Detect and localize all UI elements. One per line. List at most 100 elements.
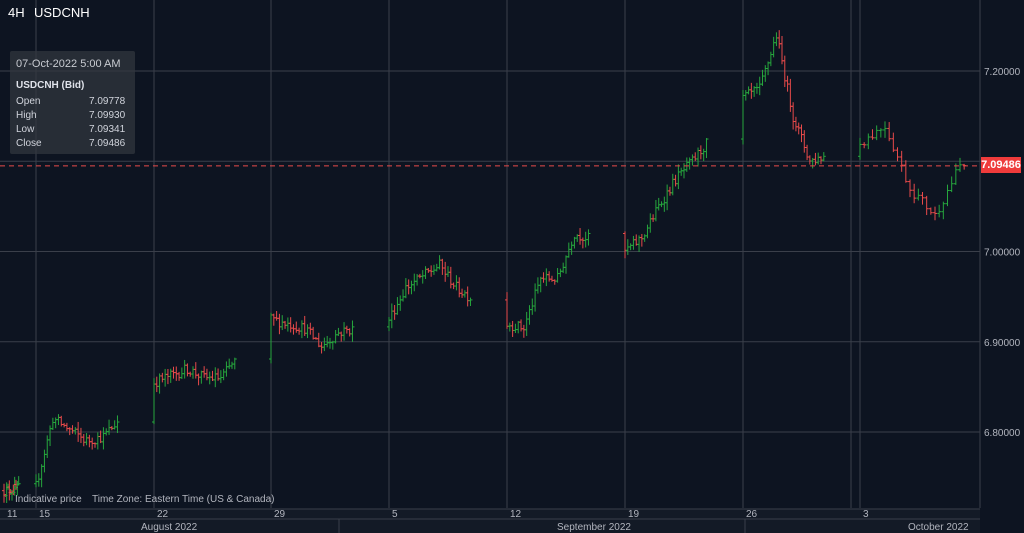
ohlc-bar: [81, 434, 86, 447]
ohlc-bar: [115, 415, 120, 434]
ohlc-bar: [152, 378, 156, 425]
ohlc-bar: [84, 433, 89, 446]
ohlc-bar: [269, 312, 273, 364]
ohlc-bar: [347, 328, 352, 337]
ohlc-bar: [308, 322, 313, 335]
ohlc-bar: [858, 137, 862, 160]
ohlc-bar: [232, 357, 237, 370]
ohlc-bar: [510, 320, 515, 337]
ohlc-bar: [446, 266, 450, 278]
ohlc-bar: [866, 133, 871, 150]
ohlc-bar: [409, 280, 414, 295]
ohlc-bar: [805, 144, 810, 161]
current-price-tag: 7.09486: [981, 157, 1021, 173]
y-tick-label: 6.90000: [984, 338, 1021, 349]
x-tick-label: 12: [510, 509, 522, 520]
ohlc-open-value: 7.09778: [89, 96, 126, 107]
ohlc-bar: [586, 229, 591, 246]
ohlc-bar: [549, 275, 554, 282]
ohlc-bar: [2, 483, 6, 503]
ohlc-info-box: 07-Oct-2022 5:00 AM USDCNH (Bid) Open 7.…: [10, 51, 135, 154]
ohlc-bar: [870, 129, 875, 140]
ohlc-bar: [684, 157, 689, 172]
ohlc-bar: [746, 86, 751, 95]
ohlc-bar: [39, 464, 44, 488]
y-tick-label: 7.20000: [984, 67, 1021, 78]
ohlc-bar: [16, 476, 21, 486]
ohlc-bar: [547, 271, 552, 282]
ohlc-bar: [578, 228, 583, 245]
ohlc-bar: [793, 116, 798, 132]
ohlc-bar: [887, 122, 892, 142]
ohlc-bar: [874, 125, 879, 141]
ohlc-bar: [56, 414, 61, 426]
ohlc-bar: [350, 320, 355, 342]
ohlc-close-label: Close: [16, 138, 42, 149]
ohlc-bar: [336, 327, 341, 336]
ohlc-bar: [507, 322, 512, 332]
ohlc-bar: [945, 184, 950, 207]
ohlc-bar: [802, 130, 807, 153]
ohlc-bar: [401, 289, 406, 302]
ohlc-bar: [154, 376, 159, 393]
ohlc-bar: [87, 434, 92, 448]
ohlc-bar: [962, 163, 967, 170]
ohlc-bar: [813, 152, 818, 166]
ohlc-bar: [204, 368, 209, 381]
ohlc-bar: [53, 417, 58, 429]
ohlc-bar: [701, 148, 706, 162]
ohlc-bar: [656, 197, 661, 211]
ohlc-bar: [941, 201, 946, 220]
ohlc-bar: [679, 167, 684, 176]
ohlc-bar: [224, 361, 229, 377]
ohlc-bar: [533, 283, 538, 312]
ohlc-bar: [883, 121, 887, 138]
axes: 6.80000 6.90000 7.00000 7.20000 11 15 22 29 5 12 1…: [0, 67, 1021, 533]
ohlc-bar: [816, 152, 821, 165]
ohlc-bar: [937, 204, 942, 218]
ohlc-bar: [387, 316, 391, 332]
ohlc-bar: [437, 255, 442, 270]
ohlc-bar: [177, 371, 182, 381]
ohlc-open-label: Open: [16, 96, 41, 107]
ohlc-bar: [693, 152, 698, 162]
ohlc-bar: [673, 174, 678, 187]
ohlc-bar: [311, 326, 316, 340]
ohlc-bar: [799, 124, 804, 143]
y-tick-label: 6.80000: [984, 428, 1021, 439]
ohlc-bar: [670, 173, 675, 196]
ohlc-bar: [564, 255, 568, 274]
ohlc-bar: [457, 277, 462, 298]
ohlc-high-label: High: [16, 110, 37, 121]
x-tick-label: 26: [746, 509, 758, 520]
ohlc-bar: [392, 304, 397, 320]
ohlc-bar: [112, 420, 117, 430]
ohlc-bar: [878, 128, 883, 138]
ohlc-datetime: 07-Oct-2022 5:00 AM: [16, 58, 121, 70]
ohlc-bar: [524, 311, 529, 336]
ohlc-bar: [294, 321, 299, 333]
ohlc-bar: [924, 195, 929, 216]
ohlc-bar: [623, 231, 627, 259]
ohlc-bar: [639, 233, 644, 247]
ohlc-bar: [516, 320, 521, 334]
ohlc-bar: [690, 154, 695, 166]
price-bars: [0, 30, 980, 504]
ohlc-bar: [763, 65, 768, 82]
ohlc-bar: [771, 36, 776, 58]
timeframe-label[interactable]: 4H: [8, 5, 25, 20]
ohlc-bar: [160, 372, 165, 383]
ohlc-bar: [912, 183, 917, 204]
ohlc-bar: [949, 176, 954, 193]
symbol-label[interactable]: USDCNH: [34, 5, 90, 20]
ohlc-bar: [443, 261, 448, 282]
ohlc-bar: [339, 331, 344, 342]
x-tick-label: 15: [39, 509, 51, 520]
ohlc-bar: [193, 362, 198, 379]
ohlc-bar: [958, 157, 962, 172]
ohlc-low-value: 7.09341: [89, 124, 126, 135]
ohlc-close-value: 7.09486: [89, 138, 126, 149]
ohlc-bar: [412, 273, 417, 292]
ohlc-bar: [704, 138, 709, 159]
